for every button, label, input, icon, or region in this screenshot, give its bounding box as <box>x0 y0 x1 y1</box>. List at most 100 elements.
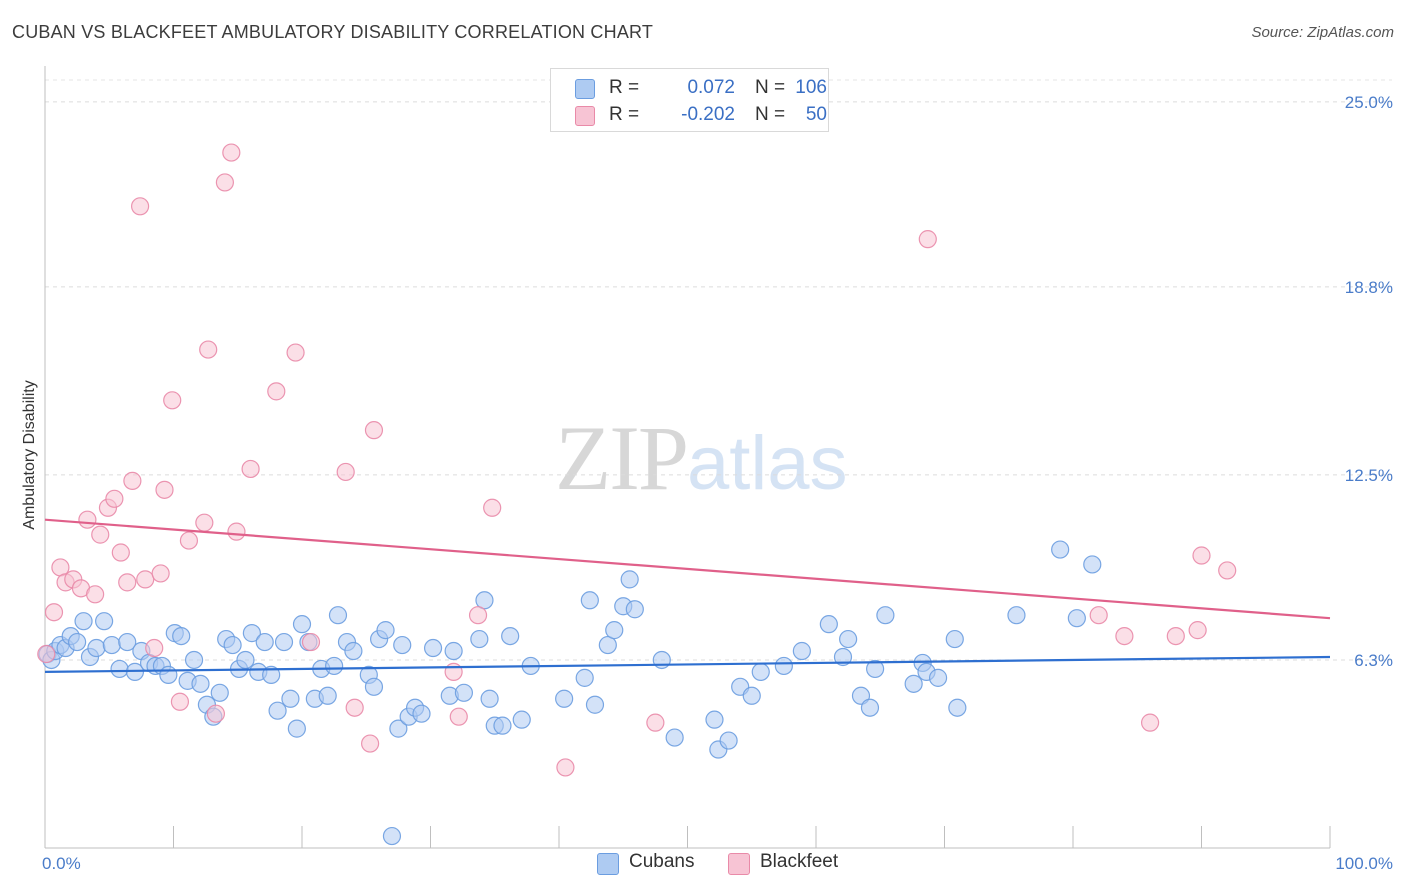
data-point <box>833 647 853 667</box>
data-point <box>412 704 431 723</box>
data-point <box>255 632 274 652</box>
y-tick-label: 6.3% <box>1354 651 1393 670</box>
x-tick-label: 100.0% <box>1335 854 1393 873</box>
data-point <box>625 600 644 619</box>
data-point <box>184 650 204 670</box>
data-point <box>159 665 178 684</box>
data-point <box>267 382 286 401</box>
data-point <box>556 758 575 777</box>
data-point <box>719 731 738 750</box>
data-point <box>118 632 137 652</box>
data-point <box>620 570 639 589</box>
data-point <box>191 674 210 693</box>
data-point <box>361 734 380 753</box>
trend-line-cubans <box>44 655 1331 674</box>
data-point <box>860 698 880 717</box>
y-tick-label: 25.0% <box>1345 93 1393 112</box>
data-point <box>118 573 137 592</box>
data-point <box>274 632 294 652</box>
data-point <box>1115 626 1134 646</box>
data-point <box>945 629 964 649</box>
legend-n-label: N = <box>755 104 786 125</box>
data-point <box>91 525 110 544</box>
data-point <box>948 698 967 717</box>
data-point <box>839 629 858 649</box>
data-point <box>866 659 885 679</box>
data-point <box>364 421 384 440</box>
data-point <box>918 230 937 249</box>
data-point <box>480 689 499 708</box>
data-point <box>86 585 105 604</box>
data-point <box>241 459 260 479</box>
data-point <box>470 629 489 649</box>
legend-n-value: 106 <box>795 77 827 98</box>
data-point <box>236 650 255 670</box>
data-point <box>1051 540 1070 559</box>
data-point <box>170 692 190 711</box>
data-point <box>37 644 56 664</box>
data-point <box>1188 621 1207 640</box>
data-point <box>652 650 671 670</box>
data-point <box>501 626 520 646</box>
axes <box>44 66 1331 849</box>
legend-r-label: R = <box>609 104 640 125</box>
data-point <box>1218 561 1237 580</box>
data-point <box>151 564 170 583</box>
data-point <box>325 656 344 676</box>
data-point <box>1192 546 1211 565</box>
data-point <box>78 510 97 529</box>
correlation-legend: R = 0.072 N = 106 R = -0.202 N = 50 <box>550 68 829 132</box>
data-point <box>364 677 384 696</box>
data-point <box>95 612 114 631</box>
data-point <box>44 603 64 622</box>
data-point <box>585 695 605 714</box>
y-tick-label: 12.5% <box>1345 466 1393 485</box>
watermark: ZIPatlas <box>555 405 848 511</box>
data-point <box>444 662 463 682</box>
data-point <box>1007 606 1026 625</box>
data-point <box>268 701 287 720</box>
bottom-legend-label-cubans: Cubans <box>629 851 695 872</box>
data-point <box>454 683 474 702</box>
data-point <box>444 641 463 661</box>
watermark-zip: ZIP <box>555 407 689 509</box>
data-point <box>210 683 229 702</box>
watermark-atlas: atlas <box>687 421 848 506</box>
y-axis-title: Ambulatory Disability <box>21 380 38 529</box>
trend-lines <box>44 518 1331 674</box>
data-point <box>493 716 512 735</box>
bottom-legend-swatch-blackfeet <box>728 853 750 875</box>
data-point <box>345 698 364 717</box>
data-point <box>328 606 348 625</box>
data-point <box>928 668 948 687</box>
legend-r-label: R = <box>609 77 640 98</box>
data-point <box>179 531 199 550</box>
data-point <box>223 635 242 655</box>
data-point <box>705 710 724 729</box>
data-point <box>262 665 281 684</box>
data-point <box>136 570 155 589</box>
y-tick-label: 18.8% <box>1345 278 1393 297</box>
data-point <box>774 656 793 676</box>
data-point <box>483 498 502 517</box>
data-point <box>227 522 246 541</box>
data-point <box>449 707 468 726</box>
data-point <box>1089 606 1108 625</box>
data-point <box>281 689 300 708</box>
data-point <box>242 624 261 643</box>
blackfeet-points <box>37 143 1237 777</box>
data-point <box>742 686 761 705</box>
x-tick-label: 0.0% <box>42 854 81 873</box>
data-point <box>393 635 412 655</box>
data-point <box>1140 713 1160 732</box>
data-point <box>575 668 594 687</box>
legend-n-value: 50 <box>805 104 827 125</box>
data-point <box>301 632 321 652</box>
data-point <box>318 686 337 705</box>
data-point <box>292 615 312 634</box>
data-point <box>751 662 770 682</box>
data-point <box>206 704 226 723</box>
data-point <box>111 543 130 562</box>
legend-swatch-cubans <box>575 79 595 99</box>
